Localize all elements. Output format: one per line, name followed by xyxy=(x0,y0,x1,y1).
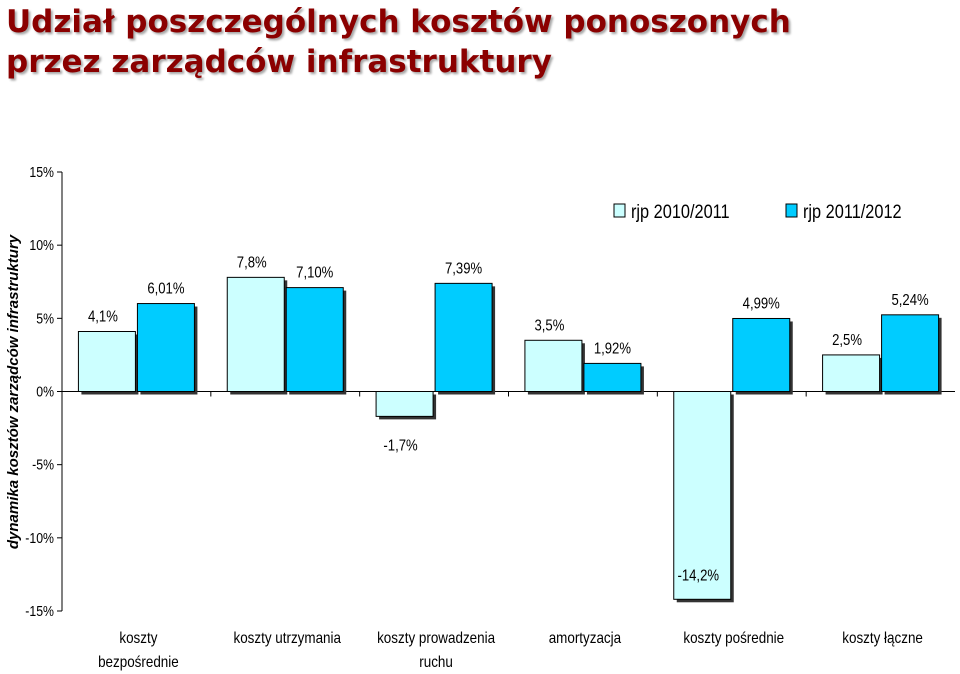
legend-swatch xyxy=(613,203,626,218)
legend-swatch xyxy=(785,203,798,218)
y-tick-label: -5% xyxy=(32,457,54,473)
category-label: koszty prowadzenia xyxy=(377,630,496,647)
category-label: koszty utrzymania xyxy=(234,630,342,647)
chart-title: Udział poszczególnych kosztów ponoszonyc… xyxy=(6,2,946,82)
chart-title-line-2: przez zarządców infrastruktury xyxy=(6,44,552,80)
y-tick-label: 5% xyxy=(36,310,54,326)
data-label: 6,01% xyxy=(147,280,184,297)
data-label: 1,92% xyxy=(594,340,631,357)
data-label: 7,10% xyxy=(296,264,333,281)
category-label: koszty łączne xyxy=(842,630,923,647)
chart-title-line-1: Udział poszczególnych kosztów ponoszonyc… xyxy=(6,4,791,40)
bar xyxy=(732,317,791,393)
data-label: -14,2% xyxy=(677,567,719,584)
bar xyxy=(77,331,136,392)
y-tick-label: -10% xyxy=(25,530,54,546)
bar xyxy=(285,287,344,392)
bar xyxy=(822,354,881,392)
y-tick-label: 10% xyxy=(29,237,54,253)
data-label: 2,5% xyxy=(832,332,862,349)
bar xyxy=(375,391,434,417)
category-label: amortyzacja xyxy=(549,630,622,647)
category-label: ruchu xyxy=(419,654,453,671)
data-label: 5,24% xyxy=(891,292,928,309)
data-label: 7,8% xyxy=(237,254,267,271)
data-label: 4,1% xyxy=(88,308,118,325)
category-label: koszty xyxy=(119,630,158,647)
data-label: -1,7% xyxy=(383,437,417,454)
y-tick-label: 15% xyxy=(29,164,54,180)
data-label: 3,5% xyxy=(534,317,564,334)
y-axis-title: dynamika kosztów zarządców infrastruktur… xyxy=(5,234,22,549)
bar xyxy=(136,303,195,393)
data-label: 4,99% xyxy=(743,295,780,312)
category-label: koszty pośrednie xyxy=(683,630,784,647)
y-tick-label: -15% xyxy=(25,603,54,619)
category-label: bezpośrednie xyxy=(98,654,179,671)
bar xyxy=(434,282,493,393)
legend-label: rjp 2010/2011 xyxy=(631,201,730,222)
bar xyxy=(673,391,732,600)
bar xyxy=(583,362,642,392)
y-tick-label: 0% xyxy=(36,383,54,399)
bar xyxy=(226,276,285,392)
bar xyxy=(881,314,940,392)
bar xyxy=(524,339,583,392)
data-label: 7,39% xyxy=(445,260,482,277)
legend-label: rjp 2011/2012 xyxy=(803,201,902,222)
